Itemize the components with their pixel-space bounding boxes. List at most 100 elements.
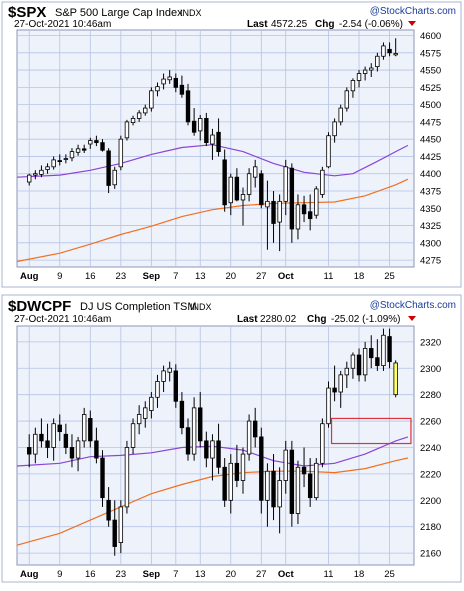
spx-y-tick-label: 4575 <box>420 48 441 59</box>
dwcpf-highlight-box <box>330 417 412 445</box>
spx-chg-label: Chg <box>315 19 334 30</box>
dwcpf-candle-body <box>362 348 368 376</box>
spx-candle-body <box>155 86 160 92</box>
dwcpf-candle-body <box>75 440 81 459</box>
spx-last-value: 4572.25 <box>271 19 308 30</box>
spx-x-tick-label: 18 <box>354 271 365 282</box>
spx-candle-body <box>283 166 288 202</box>
dwcpf-x-tick-label: 27 <box>256 569 267 580</box>
spx-ma-long-line <box>16 178 409 263</box>
dwcpf-candle-body <box>112 519 117 547</box>
dwcpf-chg-label: Chg <box>307 314 326 325</box>
dwcpf-last-value: 2280.02 <box>260 314 297 325</box>
spx-y-tick-label: 4475 <box>420 117 441 128</box>
spx-x-tick-label: Sep <box>143 271 161 282</box>
spx-candle-body <box>295 204 301 230</box>
dwcpf-y-tick-label: 2180 <box>420 522 441 533</box>
spx-x-tick-label: 16 <box>85 271 96 282</box>
spx-candle-body <box>252 166 258 178</box>
spx-candle-body <box>27 174 32 183</box>
dwcpf-candles <box>27 328 398 556</box>
dwcpf-candle-body <box>130 423 136 448</box>
dwcpf-candle-body <box>27 447 32 455</box>
dwcpf-y-axis: 2160 2180 2200 2220 2240 2260 2280 2300 2320 <box>420 337 441 559</box>
dwcpf-candle-body <box>259 436 264 501</box>
dwcpf-candle-body <box>124 447 130 508</box>
dwcpf-candle-body <box>350 354 356 369</box>
dwcpf-exchange: INDX <box>190 302 212 312</box>
spx-candle-body <box>39 169 44 175</box>
dwcpf-x-tick-label: Oct <box>278 569 295 580</box>
spx-candle-body <box>94 140 99 144</box>
spx-candle-body <box>130 118 136 123</box>
spx-candle-body <box>338 107 343 123</box>
spx-candle-body <box>222 159 227 206</box>
spx-candle-body <box>112 169 117 186</box>
spx-candle-body <box>45 166 50 170</box>
spx-y-axis: 4275 4300 4325 4350 4375 4400 4425 4450 4475 4500… <box>420 31 441 267</box>
dwcpf-candle-body <box>314 462 319 499</box>
spx-candle-body <box>314 188 319 216</box>
dwcpf-chg-down-icon <box>408 316 416 321</box>
dwcpf-candle-body <box>252 420 258 438</box>
spx-panel: 4275 4300 4325 4350 4375 4400 4425 4450 4475 4500… <box>1 1 462 288</box>
spx-candle-body <box>118 138 124 168</box>
spx-x-tick-label: 9 <box>57 271 62 282</box>
dwcpf-candle-body <box>265 470 270 501</box>
spx-candle-body <box>369 67 374 71</box>
spx-candle-body <box>75 148 81 153</box>
dwcpf-candle-body <box>283 449 288 481</box>
dwcpf-x-tick-label: 20 <box>225 569 236 580</box>
dwcpf-candle-body <box>33 433 38 455</box>
spx-y-tick-label: 4525 <box>420 83 441 94</box>
dwcpf-candle-body <box>51 423 56 448</box>
spx-candle-body <box>307 211 313 220</box>
dwcpf-candle-body <box>381 334 386 367</box>
dwcpf-candle-body <box>45 440 50 448</box>
dwcpf-x-tick-label: 18 <box>354 569 365 580</box>
dwcpf-candle-body <box>191 407 197 455</box>
spx-candle-body <box>100 142 105 151</box>
dwcpf-candle-body <box>210 440 215 459</box>
dwcpf-candle-body <box>106 499 111 521</box>
spx-candle-body <box>161 78 166 85</box>
spx-candle-body <box>210 134 215 145</box>
spx-x-tick-label: 25 <box>384 271 395 282</box>
spx-candles <box>27 38 398 252</box>
dwcpf-candle-body <box>234 462 240 481</box>
dwcpf-candle-body <box>69 447 75 459</box>
dwcpf-candle-body <box>228 462 233 501</box>
spx-last-candle <box>393 53 398 56</box>
dwcpf-y-tick-label: 2280 <box>420 390 441 401</box>
dwcpf-x-tick-label: 23 <box>116 569 127 580</box>
dwcpf-x-tick-label: Aug <box>20 569 39 580</box>
dwcpf-highlight <box>330 417 412 445</box>
spx-ma-short <box>16 144 409 178</box>
dwcpf-y-tick-label: 2320 <box>420 337 441 348</box>
spx-x-tick-label: 20 <box>225 271 236 282</box>
spx-candle-body <box>179 84 185 95</box>
spx-candle-body <box>124 121 130 139</box>
dwcpf-candle-body <box>246 420 252 455</box>
dwcpf-candle-body <box>344 367 350 376</box>
dwcpf-last-candle <box>393 362 398 396</box>
dwcpf-candle-body <box>63 433 69 448</box>
spx-chg-value: -2.54 (-0.06%) <box>339 19 403 30</box>
dwcpf-candle-body <box>326 387 331 425</box>
spx-y-tick-label: 4450 <box>420 135 441 146</box>
spx-candle-body <box>326 135 331 168</box>
dwcpf-plot-area <box>16 325 415 566</box>
dwcpf-candle-body <box>295 466 301 514</box>
spx-candle-body <box>185 90 191 123</box>
spx-candle-body <box>301 204 307 215</box>
dwcpf-y-tick-label: 2260 <box>420 417 441 428</box>
dwcpf-y-tick-label: 2240 <box>420 443 441 454</box>
dwcpf-timestamp: 27-Oct-2021 10:46am <box>14 314 111 325</box>
dwcpf-candle-body <box>387 336 392 363</box>
spx-candle-body <box>33 173 38 176</box>
dwcpf-candle-body <box>143 407 148 419</box>
spx-candle-body <box>88 140 93 145</box>
dwcpf-candle-body <box>320 423 325 464</box>
